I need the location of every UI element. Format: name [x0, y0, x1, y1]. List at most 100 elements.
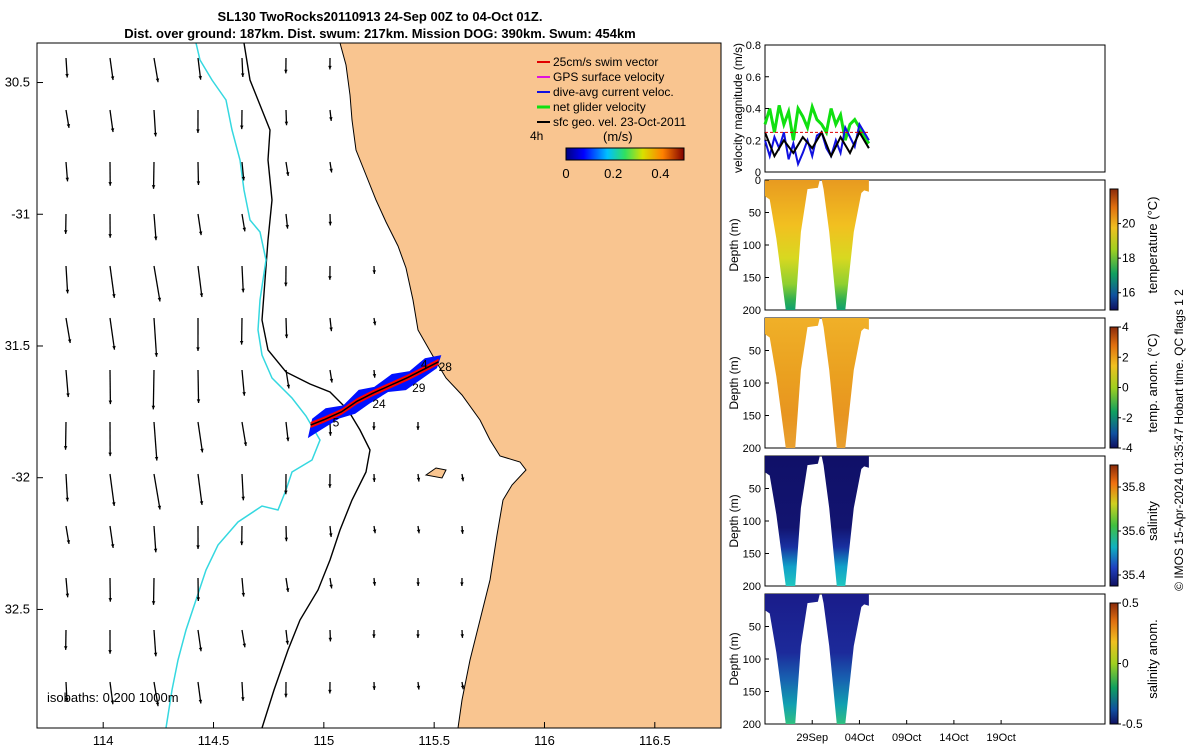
- velocity-y-tick-label: 0.8: [746, 40, 761, 52]
- geo-vector-head: [151, 601, 156, 605]
- geo-vector-head: [155, 702, 160, 707]
- section-x-tick-label: 04Oct: [845, 732, 874, 744]
- map-legend: 25cm/s swim vector GPS surface velocity …: [530, 55, 687, 181]
- geo-vector-head: [241, 288, 245, 293]
- geo-vector-head: [372, 426, 376, 430]
- geo-vector-head: [284, 490, 288, 495]
- geo-vector-head: [108, 182, 112, 186]
- velocity-y-tick-label: 0: [755, 167, 761, 179]
- temperature-colorbar-tick-label: 18: [1122, 251, 1136, 265]
- geo-vector-head: [328, 432, 333, 436]
- map-x-tick-label: 114: [93, 733, 114, 748]
- temp-anom-y-tick-label: 100: [743, 378, 761, 390]
- salinity-colorbar: [1109, 464, 1119, 587]
- salinity-frame: [764, 455, 1106, 587]
- map-y-tick-label: -31: [11, 206, 30, 221]
- geo-vector-head: [198, 699, 203, 704]
- sal-anom-colorbar-tick-label: 0.5: [1122, 596, 1139, 610]
- salinity-y-tick-label: 50: [749, 484, 761, 496]
- geo-vector-head: [416, 529, 421, 534]
- map-panel: 5 24 29 4 28 114 114.5 115 115.5 116 116.5 30.5 -3…: [5, 42, 722, 748]
- geo-vector-head: [200, 448, 204, 453]
- geo-vector-head: [63, 446, 68, 450]
- geo-vector-head: [153, 652, 158, 657]
- salinity-colorbar-label: salinity: [1145, 501, 1160, 541]
- sal-anom-colorbar-tick-label: -0.5: [1122, 717, 1143, 731]
- salinity-y-tick-label: 150: [743, 549, 761, 561]
- legend-net-glider: net glider velocity: [553, 100, 646, 114]
- map-x-tick-label: 115.5: [418, 733, 450, 748]
- temp-anom-ylabel: Depth (m): [727, 356, 741, 409]
- velocity-series-line: [764, 121, 870, 168]
- geo-vector-shaft: [197, 57, 202, 80]
- geo-vector-shaft: [153, 473, 161, 510]
- geo-vector-head: [241, 176, 246, 181]
- geo-vector-head: [65, 177, 70, 182]
- geo-vector-head: [242, 227, 246, 232]
- legend-swim-vector: 25cm/s swim vector: [553, 55, 658, 69]
- geo-vector-shaft: [241, 473, 245, 501]
- track-line: [310, 361, 439, 426]
- geo-vector-shaft: [109, 317, 116, 350]
- geo-vector-head: [329, 168, 333, 173]
- temperature-colorbar-tick-label: 20: [1122, 217, 1136, 231]
- geo-vector-head: [108, 400, 113, 405]
- track-label: 28: [439, 360, 453, 374]
- geo-vector-head: [65, 73, 69, 78]
- sal-anom-y-tick-label: 50: [749, 622, 761, 634]
- geo-vector-head: [112, 345, 116, 350]
- geo-vector-head: [285, 224, 289, 229]
- geo-vector-shaft: [153, 109, 157, 137]
- geo-vector-shaft: [65, 473, 69, 502]
- geo-vector-head: [155, 78, 160, 83]
- temperature-colorbar: [1109, 188, 1119, 311]
- temperature-y-tick-label: 200: [743, 305, 761, 317]
- section-panel-temp-anom: 50 100 150 200 Depth (m) -4 -2 0 2 4 temp. anom. (…: [727, 317, 1160, 455]
- section-panel-sal-anom: 50 100 150 200 Depth (m) -0.5 0 0.5 salinity ano…: [727, 593, 1160, 731]
- geo-vector-head: [198, 231, 203, 236]
- geo-vector-head: [198, 647, 203, 652]
- geo-vector-head: [108, 598, 113, 602]
- island: [424, 467, 447, 479]
- geo-vector-head: [239, 340, 244, 345]
- temp-anom-colorbar: [1109, 326, 1119, 449]
- geo-vector-shaft: [153, 681, 159, 707]
- geo-vector-head: [372, 529, 377, 534]
- geo-vector-head: [284, 121, 289, 126]
- geo-vector-head: [242, 391, 246, 396]
- geo-vector-shaft: [109, 109, 114, 133]
- temperature-ylabel: Depth (m): [727, 218, 741, 271]
- geo-vector-head: [460, 582, 464, 586]
- map-x-tick-label: 116: [534, 733, 555, 748]
- map-x-tick-label: 114.5: [198, 733, 230, 748]
- isobath-200m: [243, 43, 371, 728]
- geo-vector-shaft: [109, 265, 115, 298]
- geo-vector-head: [110, 544, 115, 548]
- geo-vector-head: [66, 393, 70, 398]
- geo-vector-shaft: [109, 473, 115, 507]
- geo-vector-head: [157, 297, 162, 302]
- geo-vector-head: [110, 700, 115, 705]
- geo-vector-shaft: [153, 421, 158, 461]
- velocity-ylabel: velocity magnitude (m/s): [731, 43, 745, 173]
- salinity-colorbar-tick-label: 35.4: [1122, 568, 1146, 582]
- map-y-tick-label: 32.5: [5, 601, 30, 616]
- map-y-axis: 30.5 -31 31.5 -32 32.5: [5, 75, 43, 616]
- geo-vector-head: [153, 132, 158, 137]
- figure-title-line-1: SL130 TwoRocks20110913 24-Sep 00Z to 04-…: [217, 9, 543, 24]
- velocity-panel: 0 0.2 0.4 0.6 0.8 velocity magnitude (m/s): [731, 40, 1106, 179]
- legend-dive-avg: dive-avg current veloc.: [553, 85, 674, 99]
- geo-vector-head: [284, 537, 289, 542]
- velocity-y-tick-label: 0.2: [746, 135, 761, 147]
- sal-anom-section-data: [765, 594, 869, 724]
- colorbar-tick-label: 0: [562, 166, 569, 181]
- sal-anom-y-tick-label: 150: [743, 687, 761, 699]
- velocity-series: [763, 101, 871, 168]
- velocity-series-line: [763, 101, 871, 145]
- salinity-section-data: [765, 456, 869, 586]
- track-label: 24: [372, 397, 386, 411]
- geo-vector-shaft: [153, 57, 159, 83]
- geo-vector-head: [240, 541, 244, 546]
- isobaths-label: isobaths: 0 200 1000m: [47, 690, 179, 705]
